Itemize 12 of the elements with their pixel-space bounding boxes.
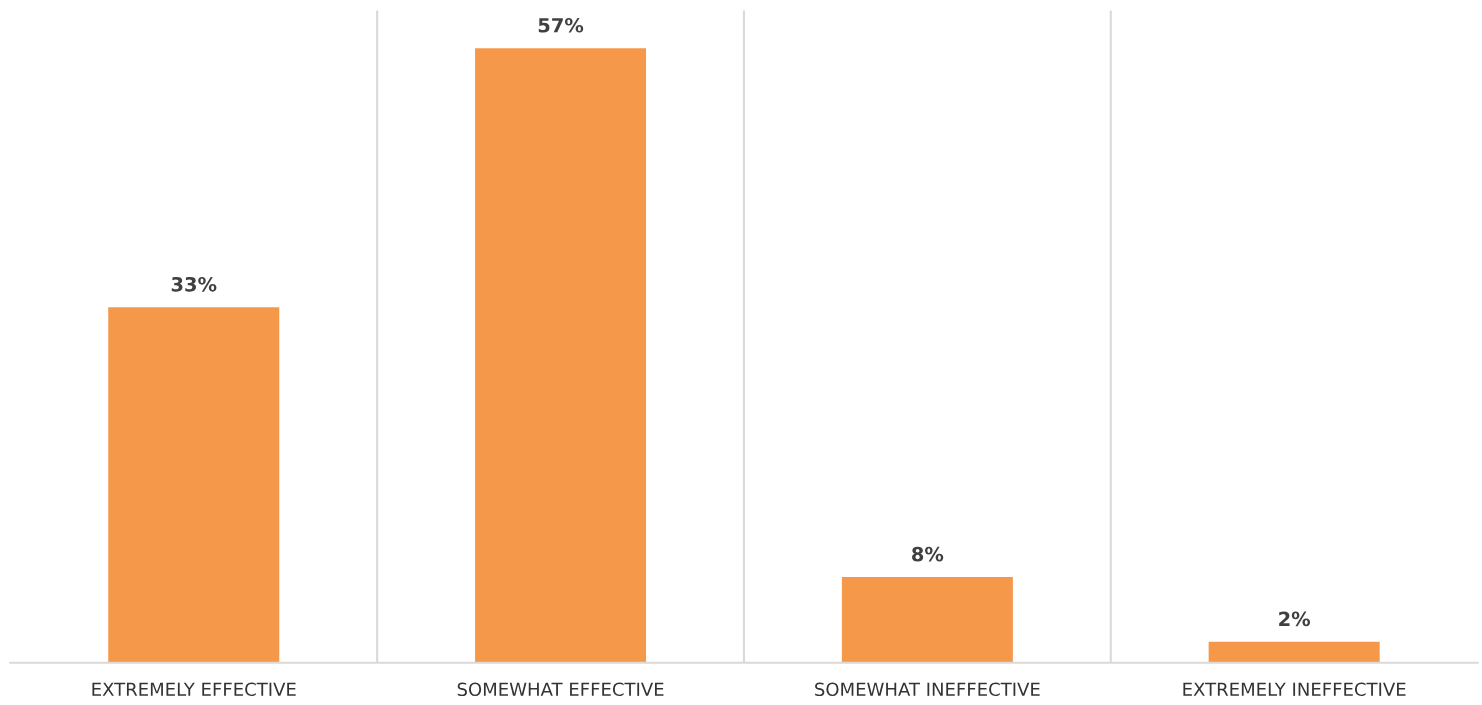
data-label: 57% — [538, 17, 584, 33]
bar — [106, 305, 281, 663]
bar — [840, 575, 1015, 663]
x-tick-label: EXTREMELY EFFECTIVE — [92, 682, 296, 697]
data-label: 33% — [171, 276, 217, 292]
x-tick-label: SOMEWHAT INEFFECTIVE — [815, 682, 1040, 697]
data-label: 8% — [912, 546, 944, 562]
x-tick-label: SOMEWHAT EFFECTIVE — [457, 682, 664, 697]
bar — [1207, 640, 1382, 663]
x-tick-label: EXTREMELY INEFFECTIVE — [1183, 682, 1406, 697]
data-label: 2% — [1279, 611, 1311, 627]
bar — [473, 46, 648, 663]
